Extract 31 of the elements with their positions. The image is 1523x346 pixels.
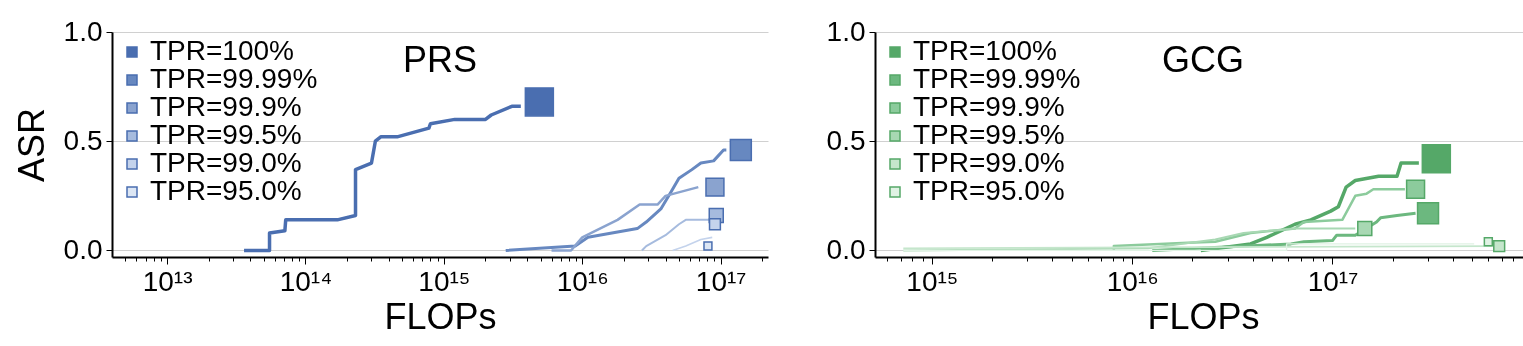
chart-title: GCG bbox=[1161, 39, 1245, 80]
x-axis-title: FLOPs bbox=[1147, 295, 1260, 337]
y-tick-label: 1.0 bbox=[826, 15, 866, 47]
legend-label: TPR=100% bbox=[913, 35, 1057, 66]
legend-label: TPR=99.0% bbox=[150, 147, 302, 178]
x-axis-title: FLOPs bbox=[384, 295, 497, 337]
x-tick-label: 10¹⁶ bbox=[556, 265, 609, 297]
x-tick-label: 10¹⁷ bbox=[1307, 265, 1359, 297]
legend-label: TPR=99.99% bbox=[150, 63, 318, 94]
chart-title: PRS bbox=[402, 39, 478, 80]
legend-label: TPR=99.9% bbox=[913, 91, 1065, 122]
x-tick-label: 10¹⁵ bbox=[418, 265, 471, 297]
legend-label: TPR=95.0% bbox=[913, 175, 1065, 206]
y-tick-label: 0.0 bbox=[826, 233, 866, 265]
legend-label: TPR=99.5% bbox=[150, 119, 302, 150]
legend-label: TPR=95.0% bbox=[150, 175, 302, 206]
x-tick-label: 10¹⁵ bbox=[906, 265, 959, 297]
legend-label: TPR=99.99% bbox=[913, 63, 1081, 94]
x-tick-label: 10¹⁷ bbox=[695, 265, 747, 297]
y-axis-title: ASR bbox=[10, 107, 52, 183]
y-tick-label: 1.0 bbox=[63, 15, 103, 47]
x-tick-label: 10¹⁴ bbox=[279, 265, 333, 297]
legend-label: TPR=99.5% bbox=[913, 119, 1065, 150]
x-tick-label: 10¹³ bbox=[142, 265, 193, 297]
legend-label: TPR=99.9% bbox=[150, 91, 302, 122]
y-tick-label: 0.0 bbox=[63, 233, 103, 265]
y-tick-label: 0.5 bbox=[826, 124, 866, 156]
legend-label: TPR=99.0% bbox=[913, 147, 1065, 178]
y-tick-label: 0.5 bbox=[63, 124, 103, 156]
x-tick-label: 10¹⁶ bbox=[1106, 265, 1159, 297]
legend-label: TPR=100% bbox=[150, 35, 294, 66]
